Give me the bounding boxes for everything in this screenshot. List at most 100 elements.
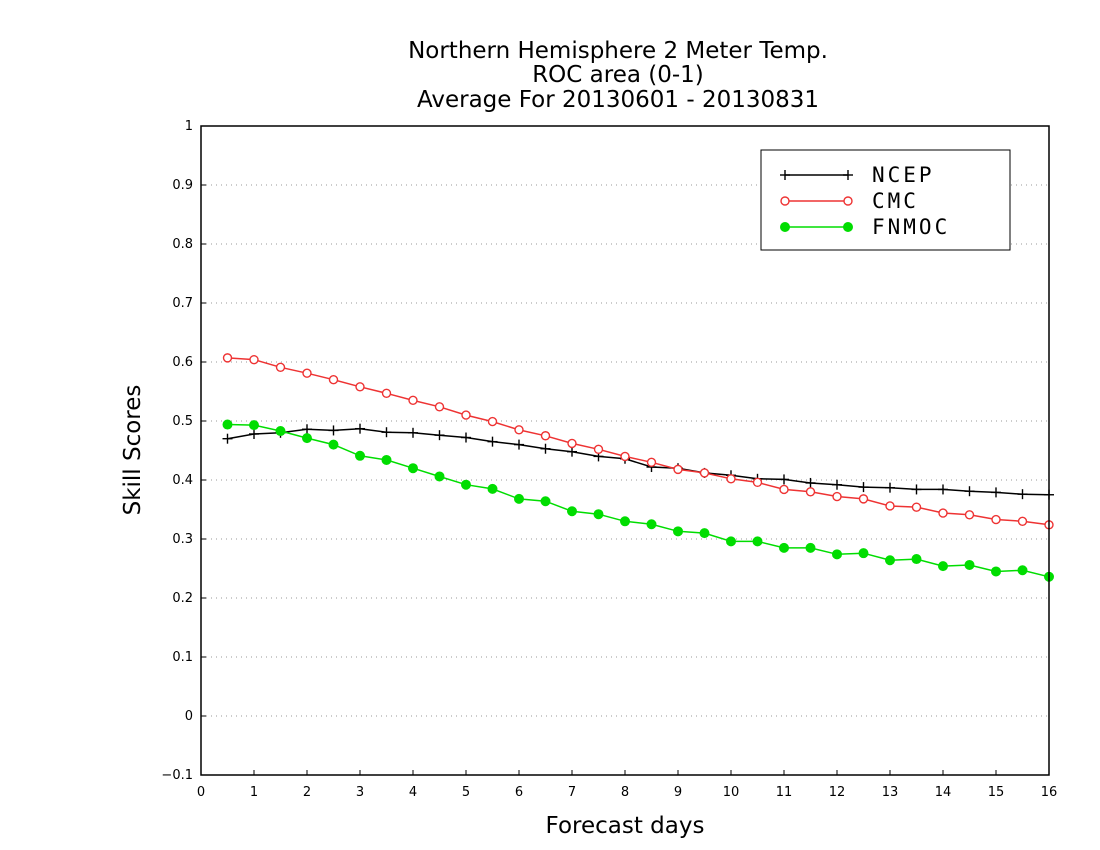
legend-swatch-marker	[780, 196, 790, 206]
data-point-cmc	[328, 375, 339, 385]
y-tick-label: 0.2	[172, 591, 193, 606]
data-point-fnmoc	[858, 548, 869, 559]
legend-item-cmc: CMC	[780, 189, 919, 213]
data-point-fnmoc	[885, 555, 895, 566]
data-point-fnmoc	[779, 542, 789, 553]
data-point-fnmoc	[408, 463, 418, 474]
data-point-fnmoc	[646, 519, 657, 530]
data-point-ncep	[805, 477, 816, 488]
data-point-cmc	[858, 494, 869, 504]
series-line-fnmoc	[227, 423, 1050, 578]
x-tick-label: 10	[723, 785, 740, 800]
data-point-fnmoc	[699, 528, 710, 539]
x-tick-label: 16	[1041, 785, 1058, 800]
y-tick-label: 0.4	[172, 473, 193, 488]
data-point-fnmoc	[620, 516, 630, 527]
data-point-cmc	[779, 484, 789, 495]
data-point-ncep	[514, 439, 524, 450]
data-point-cmc	[434, 402, 445, 412]
legend-label-cmc: CMC	[872, 189, 919, 213]
data-point-cmc	[249, 354, 259, 365]
x-tick-label: 13	[882, 785, 899, 800]
data-point-cmc	[487, 416, 498, 427]
data-point-fnmoc	[381, 454, 392, 465]
data-point-fnmoc	[275, 426, 286, 437]
legend-item-ncep: NCEP	[780, 163, 932, 187]
x-tick-label: 1	[250, 785, 258, 800]
legend-swatch-marker	[843, 170, 853, 180]
data-point-ncep	[461, 432, 471, 443]
data-point-cmc	[540, 431, 551, 441]
y-tick-label: 0.7	[172, 296, 193, 311]
chart-title-line-2: ROC area (0-1)	[532, 62, 704, 88]
data-point-cmc	[302, 368, 312, 378]
data-point-fnmoc	[222, 419, 233, 430]
y-tick-label: 0.5	[172, 414, 193, 429]
data-point-cmc	[964, 510, 975, 520]
data-point-fnmoc	[249, 420, 259, 431]
data-point-ncep	[408, 427, 418, 438]
data-point-cmc	[673, 464, 683, 475]
legend-swatch-marker	[780, 170, 790, 180]
legend-swatch-marker	[843, 222, 853, 232]
data-point-cmc	[514, 425, 524, 435]
data-point-fnmoc	[461, 479, 471, 490]
legend-swatch-marker	[780, 222, 790, 232]
data-point-ncep	[302, 424, 312, 435]
y-tick-label: 0.8	[172, 237, 193, 252]
data-point-ncep	[779, 474, 789, 485]
data-point-cmc	[408, 395, 418, 406]
y-tick-label: 0.1	[172, 650, 193, 665]
chart-title-line-3: Average For 20130601 - 20130831	[417, 87, 819, 113]
data-point-fnmoc	[1017, 565, 1028, 576]
data-point-ncep	[964, 486, 975, 497]
data-point-ncep	[487, 436, 498, 447]
data-point-cmc	[752, 477, 763, 488]
data-point-fnmoc	[302, 433, 312, 444]
data-point-cmc	[1017, 516, 1028, 526]
data-point-fnmoc	[805, 542, 816, 553]
data-point-fnmoc	[911, 554, 922, 565]
data-point-ncep	[991, 487, 1001, 498]
data-point-cmc	[461, 410, 471, 420]
data-point-ncep	[249, 428, 259, 439]
x-tick-label: 4	[409, 785, 417, 800]
data-point-fnmoc	[964, 559, 975, 570]
data-point-fnmoc	[514, 493, 524, 504]
data-point-fnmoc	[726, 536, 736, 547]
x-tick-label: 5	[462, 785, 470, 800]
grid-layer	[201, 184, 1049, 717]
legend-box	[760, 149, 1011, 251]
y-tick-label: 0.6	[172, 355, 193, 370]
data-point-cmc	[567, 438, 577, 449]
series-ncep	[222, 423, 1054, 500]
tick-layer: −0.100.10.20.30.40.50.60.70.80.910 1 2 3 4 5 6…	[161, 119, 1057, 800]
data-point-fnmoc	[673, 526, 683, 537]
data-point-ncep	[567, 446, 577, 457]
data-point-cmc	[275, 362, 286, 373]
data-point-cmc	[832, 491, 842, 502]
data-point-ncep	[885, 482, 895, 493]
data-point-ncep	[832, 479, 842, 490]
data-point-fnmoc	[434, 471, 445, 482]
data-point-fnmoc	[832, 549, 842, 560]
y-tick-label: 0.3	[172, 532, 193, 547]
data-point-fnmoc	[328, 439, 339, 450]
data-point-cmc	[222, 353, 233, 363]
data-point-ncep	[434, 430, 445, 441]
data-point-ncep	[222, 433, 233, 444]
data-point-ncep	[858, 482, 869, 493]
x-tick-label: 8	[621, 785, 629, 800]
data-point-cmc	[699, 468, 710, 478]
x-axis-label: Forecast days	[546, 813, 705, 839]
x-tick-label: 0	[197, 785, 205, 800]
data-point-cmc	[885, 501, 895, 511]
y-axis-label: Skill Scores	[120, 385, 146, 516]
data-point-cmc	[646, 457, 657, 467]
x-tick-label: 14	[935, 785, 952, 800]
x-tick-label: 15	[988, 785, 1005, 800]
data-point-cmc	[381, 388, 392, 398]
data-point-fnmoc	[540, 496, 551, 507]
data-point-fnmoc	[938, 561, 948, 572]
series-line-ncep	[227, 427, 1050, 496]
